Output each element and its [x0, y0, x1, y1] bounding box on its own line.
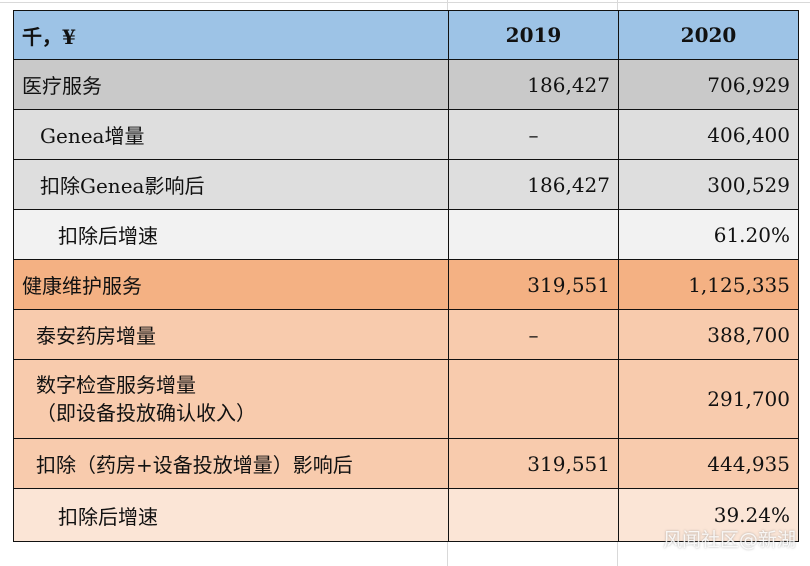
financial-table: 千，¥ 2019 2020 医疗服务 186,427 706,929 Genea…	[13, 10, 799, 542]
header-year-2019: 2019	[448, 10, 619, 60]
value-2019: –	[448, 109, 619, 160]
value-2020: 706,929	[618, 59, 799, 110]
row-label: 医疗服务	[13, 59, 449, 110]
row-label: 数字检查服务增量 （即设备投放确认收入）	[13, 359, 449, 439]
value-2019	[448, 488, 619, 542]
table-row: 数字检查服务增量 （即设备投放确认收入） 291,700	[13, 359, 799, 439]
table-row: 扣除（药房+设备投放增量）影响后 319,551 444,935	[13, 438, 799, 489]
table-row: Genea增量 – 406,400	[13, 109, 799, 160]
row-label-line2: （即设备投放确认收入）	[36, 401, 256, 425]
row-label-line1: 数字检查服务增量	[36, 373, 196, 397]
value-2019: 186,427	[448, 159, 619, 210]
value-2020: 39.24%	[618, 488, 799, 542]
table-row: 扣除后增速 39.24%	[13, 488, 799, 542]
row-label: 泰安药房增量	[13, 309, 449, 360]
value-2019: –	[448, 309, 619, 360]
value-2020: 406,400	[618, 109, 799, 160]
row-label: 健康维护服务	[13, 259, 449, 310]
value-2019: 319,551	[448, 259, 619, 310]
table-row: 扣除后增速 61.20%	[13, 209, 799, 260]
value-2020: 300,529	[618, 159, 799, 210]
table-header-row: 千，¥ 2019 2020	[13, 10, 799, 60]
table-row: 扣除Genea影响后 186,427 300,529	[13, 159, 799, 210]
row-label: Genea增量	[13, 109, 449, 160]
value-2020: 291,700	[618, 359, 799, 439]
value-2019: 186,427	[448, 59, 619, 110]
table-row: 健康维护服务 319,551 1,125,335	[13, 259, 799, 310]
value-2019	[448, 359, 619, 439]
row-label: 扣除（药房+设备投放增量）影响后	[13, 438, 449, 489]
value-2020: 61.20%	[618, 209, 799, 260]
row-label: 扣除后增速	[13, 488, 449, 542]
value-2019: 319,551	[448, 438, 619, 489]
value-2020: 444,935	[618, 438, 799, 489]
header-unit-label: 千，¥	[13, 10, 449, 60]
value-2020: 1,125,335	[618, 259, 799, 310]
header-year-2020: 2020	[618, 10, 799, 60]
value-2020: 388,700	[618, 309, 799, 360]
table-row: 医疗服务 186,427 706,929	[13, 59, 799, 110]
sheet-gridline	[0, 2, 810, 3]
table-row: 泰安药房增量 – 388,700	[13, 309, 799, 360]
row-label: 扣除Genea影响后	[13, 159, 449, 210]
row-label: 扣除后增速	[13, 209, 449, 260]
value-2019	[448, 209, 619, 260]
